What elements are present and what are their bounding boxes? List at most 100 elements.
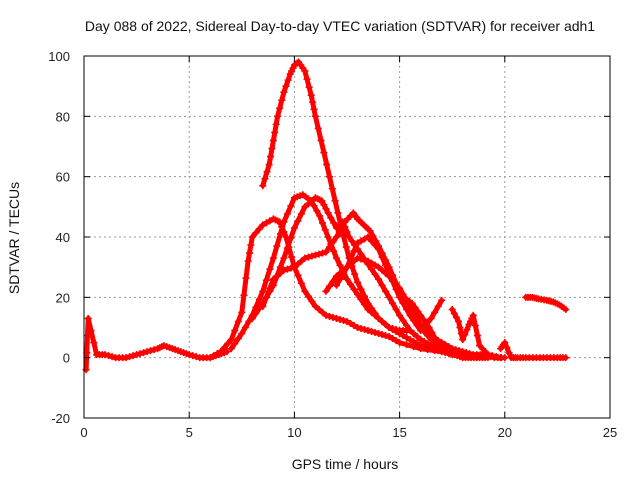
data-point — [267, 153, 275, 161]
data-point — [259, 182, 267, 190]
series-peak-main — [259, 58, 414, 335]
y-tick-label: 60 — [56, 170, 70, 185]
data-point — [343, 228, 351, 236]
data-point — [318, 197, 326, 205]
data-point — [492, 353, 500, 361]
data-point — [259, 302, 267, 310]
data-point — [324, 209, 332, 217]
data-point — [399, 299, 407, 307]
data-point — [389, 335, 397, 343]
data-point — [87, 327, 95, 335]
data-point — [375, 263, 383, 271]
data-point — [339, 316, 347, 324]
data-point — [431, 308, 439, 316]
data-point — [315, 305, 323, 313]
data-point — [410, 330, 418, 338]
data-point — [248, 233, 256, 241]
data-point — [224, 340, 232, 348]
data-point — [371, 270, 379, 278]
data-point — [313, 207, 321, 215]
data-point — [273, 242, 281, 250]
data-point — [368, 308, 376, 316]
data-point — [247, 241, 255, 249]
data-point — [385, 293, 393, 301]
data-point — [308, 197, 316, 205]
data-point — [227, 345, 235, 353]
data-point — [325, 243, 333, 251]
data-point — [406, 336, 414, 344]
data-point — [244, 257, 252, 265]
data-point — [505, 349, 513, 357]
data-point — [463, 326, 471, 334]
data-point — [382, 287, 390, 295]
data-point — [452, 313, 460, 321]
data-point — [336, 315, 344, 323]
data-point — [206, 354, 214, 362]
data-point — [287, 234, 295, 242]
data-point — [392, 305, 400, 313]
data-point — [385, 333, 393, 341]
data-point — [361, 292, 369, 300]
data-point — [441, 341, 449, 349]
data-point — [434, 302, 442, 310]
data-point — [301, 203, 309, 211]
data-point — [413, 340, 421, 348]
data-point — [238, 330, 246, 338]
series-pass-h — [448, 305, 505, 362]
data-point — [238, 308, 246, 316]
data-point — [90, 339, 98, 347]
data-point — [371, 241, 379, 249]
data-point — [331, 197, 339, 205]
data-point — [325, 173, 333, 181]
data-point — [431, 334, 439, 342]
data-point — [297, 279, 305, 287]
y-tick-label: 40 — [56, 230, 70, 245]
data-point — [255, 295, 263, 303]
data-point — [246, 249, 254, 257]
data-point — [382, 332, 390, 340]
data-point — [283, 244, 291, 252]
data-point — [272, 120, 280, 128]
data-point — [448, 305, 456, 313]
data-point — [456, 324, 464, 331]
data-point — [150, 346, 158, 354]
data-point — [288, 253, 296, 261]
data-point — [276, 269, 284, 277]
data-point — [276, 263, 284, 271]
data-point — [252, 229, 260, 237]
x-axis-label: GPS time / hours — [292, 456, 399, 472]
data-point — [280, 254, 288, 262]
data-point — [133, 351, 141, 359]
data-point — [293, 59, 301, 67]
data-point — [259, 287, 267, 295]
data-point — [503, 344, 511, 352]
data-point — [419, 315, 427, 323]
data-point — [147, 347, 155, 355]
data-point — [231, 340, 239, 348]
series-late-pass — [522, 293, 570, 313]
data-point — [378, 281, 386, 289]
data-point — [366, 227, 374, 235]
data-point — [350, 321, 358, 329]
data-point — [308, 252, 316, 260]
data-point — [320, 201, 328, 209]
data-point — [304, 200, 312, 208]
data-point — [396, 330, 404, 338]
data-point — [452, 346, 460, 354]
data-point — [283, 210, 291, 218]
data-point — [469, 311, 477, 319]
data-point — [311, 302, 319, 310]
data-point — [368, 259, 376, 267]
data-point — [403, 305, 411, 313]
data-point — [357, 325, 365, 333]
data-point — [210, 352, 218, 360]
data-point — [318, 308, 326, 316]
series-tail — [497, 339, 570, 362]
data-point — [290, 263, 298, 271]
data-point — [427, 342, 435, 350]
data-point — [361, 235, 369, 243]
data-point — [455, 347, 463, 355]
data-point — [269, 275, 277, 283]
data-point — [278, 96, 286, 104]
data-point — [280, 88, 288, 96]
